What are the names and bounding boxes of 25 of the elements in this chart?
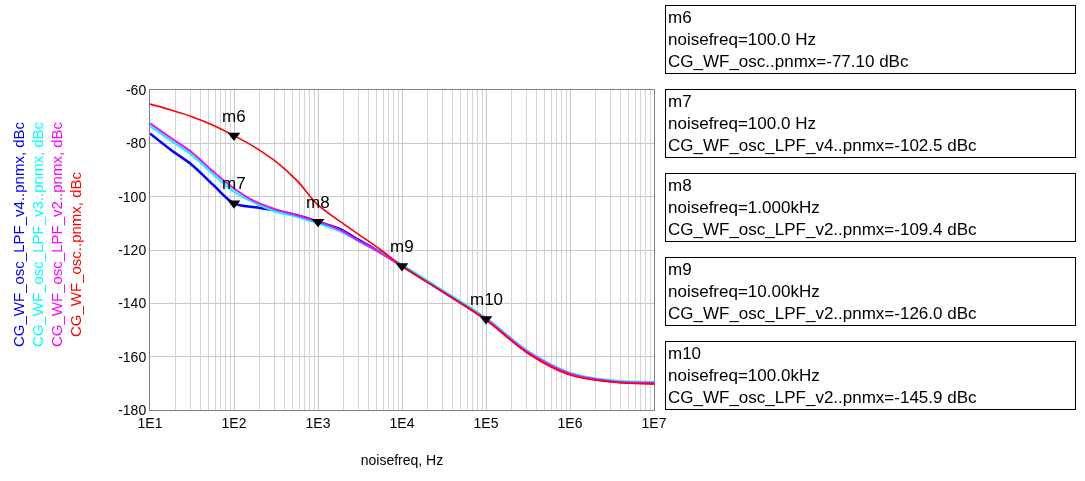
annotation: m10 [470, 290, 504, 309]
annotation: m6 [222, 107, 246, 126]
y-tick-label: -140 [118, 295, 147, 312]
y-tick-label: -60 [125, 81, 147, 98]
text: CG_WF_osc_LPF_v3..pnmx, dBc [29, 121, 46, 347]
x-tick-label: 1E6 [557, 414, 583, 431]
y-tick-label: -100 [118, 188, 147, 205]
text: m7 noisefreq=100.0 Hz CG_WF_osc_LPF_v4..pnmx=-102.5 dBc [668, 92, 977, 156]
x-tick-label: 1E4 [389, 414, 415, 431]
y-tick-label: -80 [125, 135, 147, 152]
text: m9 noisefreq=10.00kHz CG_WF_osc_LPF_v2..pnmx=-126.0 dBc [668, 260, 977, 324]
text: m6 noisefreq=100.0 Hz CG_WF_osc..pnmx=-77.10 dBc [668, 8, 909, 72]
x-tick-label: 1E7 [641, 414, 667, 431]
x-tick-label: 1E3 [305, 414, 331, 431]
text: m10 noisefreq=100.0kHz CG_WF_osc_LPF_v2..pnmx=-145.9 dBc [668, 344, 977, 408]
text: m8 noisefreq=1.000kHz CG_WF_osc_LPF_v2..pnmx=-109.4 dBc [668, 176, 977, 240]
text: CG_WF_osc_LPF_v4..pnmx, dBc [10, 121, 27, 347]
y-tick-label: -120 [118, 241, 147, 258]
x-tick-label: 1E5 [473, 414, 499, 431]
x-axis-title: noisefreq, Hz [360, 452, 444, 469]
y-tick-label: -160 [118, 348, 147, 365]
text: CG_WF_osc..pnmx, dBc [67, 171, 84, 337]
text: CG_WF_osc_LPF_v2..pnmx, dBc [48, 121, 65, 347]
x-tick-label: 1E2 [221, 414, 247, 431]
annotation: m9 [390, 237, 414, 256]
